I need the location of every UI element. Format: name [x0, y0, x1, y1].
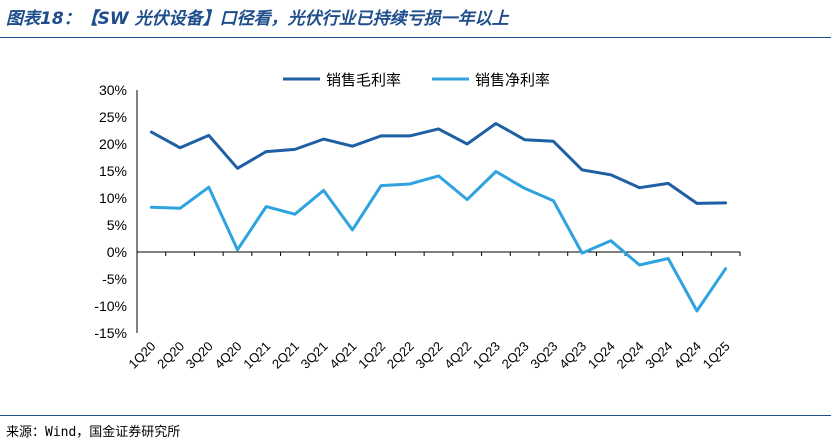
x-tick-label: 3Q21: [298, 339, 331, 372]
y-tick-label: 0%: [107, 244, 127, 260]
legend-label-gross-margin: 销售毛利率: [326, 71, 401, 89]
y-tick-label: 30%: [99, 82, 127, 98]
x-tick-label: 1Q23: [470, 339, 503, 372]
x-axis: 1Q202Q203Q204Q201Q212Q213Q214Q211Q222Q22…: [125, 251, 741, 372]
x-tick-label: 1Q24: [585, 339, 618, 372]
y-tick-label: 25%: [99, 109, 127, 125]
series-lines: [149, 122, 728, 313]
y-tick-label: 20%: [99, 136, 127, 152]
x-tick-label: 4Q23: [556, 339, 589, 372]
x-tick-label: 4Q20: [212, 339, 245, 372]
x-tick-label: 2Q23: [499, 339, 532, 372]
x-tick-label: 1Q22: [355, 339, 388, 372]
x-tick-label: 3Q20: [183, 339, 216, 372]
figure-title: 图表18：【SW 光伏设备】口径看，光伏行业已持续亏损一年以上: [6, 9, 509, 29]
x-tick-label: 4Q24: [671, 339, 704, 372]
x-tick-label: 3Q22: [413, 339, 446, 372]
x-tick-label: 3Q23: [527, 339, 560, 372]
source-note: 来源：Wind，国金证券研究所: [6, 425, 181, 440]
x-tick-label: 1Q20: [125, 339, 158, 372]
y-tick-label: -15%: [94, 325, 127, 341]
x-tick-label: 1Q21: [240, 339, 273, 372]
y-tick-labels: 30% 25% 20% 15% 10% 5% 0% -5% -10% -15%: [94, 82, 127, 341]
x-tick-label: 4Q21: [326, 339, 359, 372]
footer-rule: [0, 415, 831, 416]
x-tick-label: 4Q22: [441, 339, 474, 372]
title-rule: [0, 37, 831, 38]
legend-label-net-margin: 销售净利率: [475, 71, 550, 89]
series-line-gross-margin: [149, 122, 728, 205]
y-tick-label: -5%: [102, 271, 127, 287]
y-tick-label: 15%: [99, 163, 127, 179]
x-tick-label: 2Q20: [154, 339, 187, 372]
x-tick-label: 3Q24: [642, 339, 675, 372]
y-tick-label: -10%: [94, 298, 127, 314]
x-tick-label: 2Q22: [384, 339, 417, 372]
x-tick-label: 1Q25: [700, 339, 733, 372]
legend: 销售毛利率 销售净利率: [283, 71, 550, 89]
x-tick-label: 2Q24: [614, 339, 647, 372]
x-tick-label: 2Q21: [269, 339, 302, 372]
y-tick-label: 10%: [99, 190, 127, 206]
y-tick-label: 5%: [107, 217, 127, 233]
series-line-net-margin: [149, 170, 728, 313]
